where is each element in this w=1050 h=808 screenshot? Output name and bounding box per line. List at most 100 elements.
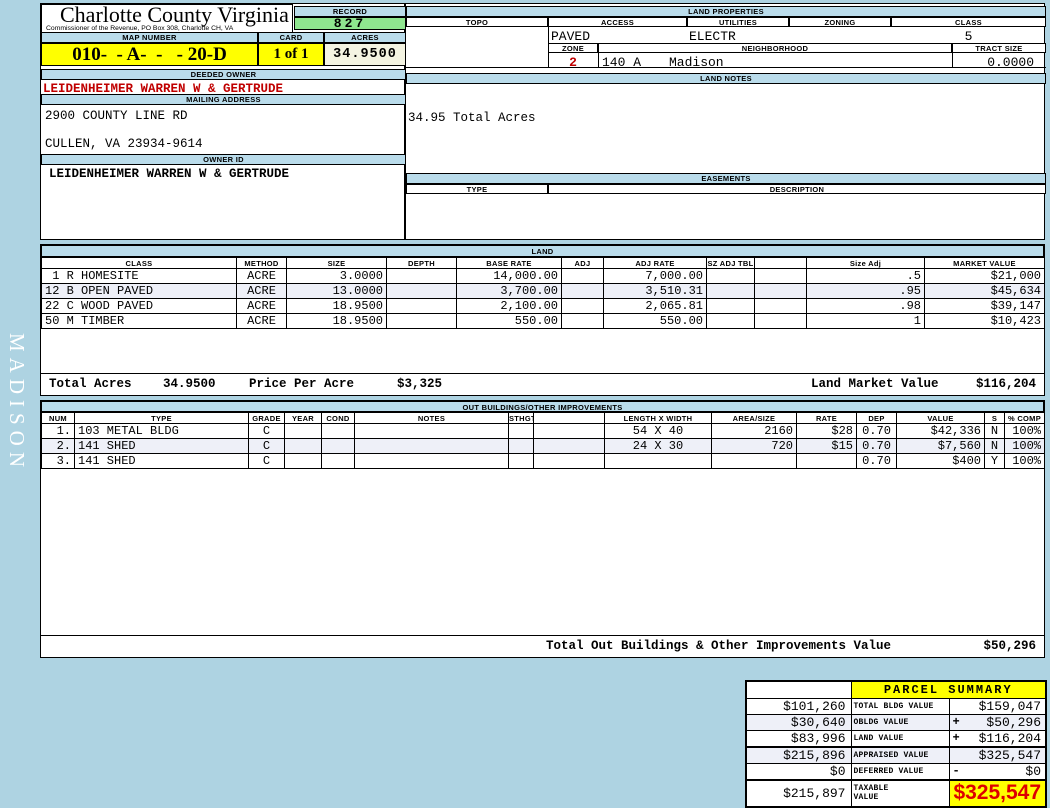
acres-value: 34.9500 [324,43,406,66]
land-cell-base-rate: 2,100.00 [456,298,562,314]
land-cell-sz-adj-tbl [706,268,755,284]
land-col-sz-adj-tbl: SZ ADJ TBL [706,257,755,269]
ob-cell-comp: 100% [1004,423,1045,439]
ob-col-area-size: AREA/SIZE [711,412,797,424]
out-buildings-total-label: Total Out Buildings & Other Improvements… [546,639,892,653]
land-col-adj-rate: ADJ RATE [603,257,707,269]
land-row: 22 C WOOD PAVED ACRE 18.9500 2,100.00 2,… [41,298,1045,314]
ob-cell-cond [321,438,355,454]
land-cell-size-adj: .98 [806,298,925,314]
land-cell-blank [754,283,807,299]
land-cell-blank [754,313,807,329]
ps-left-value: $101,260 [745,697,852,715]
total-acres-value: 34.9500 [163,377,216,391]
owner-id-label: OWNER ID [41,154,406,165]
deeded-owner-value: LEIDENHEIMER WARREN W & GERTRUDE [43,82,284,96]
ob-cell-grade: C [248,438,285,454]
address-line2: CULLEN, VA 23934-9614 [45,137,203,151]
ps-left-value: $215,896 [745,746,852,764]
card-label: CARD [258,32,324,43]
land-cell-class: 12 B OPEN PAVED [41,283,237,299]
neighborhood-label: NEIGHBORHOOD [598,43,952,53]
ob-col-blank [533,412,605,424]
ps-right-value: $159,047 [948,697,1047,715]
easement-description-label: DESCRIPTION [548,184,1046,194]
ob-cell-blank [533,438,605,454]
ob-cell-year [284,453,322,469]
ps-sign: + [952,715,960,729]
land-cell-market-value: $39,147 [924,298,1045,314]
land-cell-size: 18.9500 [286,313,387,329]
ob-cell-value: $42,336 [896,423,985,439]
out-building-row: 3. 141 SHED C 0.70 $400 Y 100% [41,453,1045,469]
parcel-summary-row: $30,640 OBLDG VALUE + $50,296 [745,713,1047,731]
ob-cell-area: 720 [711,438,797,454]
price-per-acre-value: $3,325 [397,377,443,391]
land-cell-depth [386,283,457,299]
land-header-row: CLASS METHOD SIZE DEPTH BASE RATE ADJ AD… [41,257,1045,269]
ob-cell-grade: C [248,423,285,439]
land-col-adj: ADJ [561,257,604,269]
land-col-base-rate: BASE RATE [456,257,562,269]
land-cell-adj-rate: 7,000.00 [603,268,707,284]
land-cell-blank [754,298,807,314]
ob-cell-length-width [604,453,712,469]
parcel-summary-row: $83,996 LAND VALUE + $116,204 [745,729,1047,748]
ob-cell-comp: 100% [1004,438,1045,454]
ob-cell-area: 2160 [711,423,797,439]
out-buildings-section: OUT BUILDINGS/OTHER IMPROVEMENTS NUM TYP… [40,400,1045,658]
land-cell-adj-rate: 3,510.31 [603,283,707,299]
utilities-value: ELECTR [689,29,736,44]
land-cell-depth [386,298,457,314]
ob-cell-num: 1. [41,423,75,439]
land-col-method: METHOD [236,257,287,269]
land-col-blank [754,257,807,269]
ob-cell-s: N [984,438,1005,454]
land-cell-sz-adj-tbl [706,283,755,299]
ps-amount: $0 [1025,763,1042,779]
ob-cell-num: 3. [41,453,75,469]
map-number-value: 010- - A- - - 20-D [41,43,258,66]
land-cell-size: 3.0000 [286,268,387,284]
taxable-value: $325,547 [948,779,1047,807]
ob-cell-sthgt [508,423,534,439]
ob-cell-dep: 0.70 [856,423,897,439]
ob-cell-s: N [984,423,1005,439]
ob-cell-num: 2. [41,438,75,454]
ps-label: APPRAISED VALUE [850,746,950,764]
record-value: 827 [294,17,406,30]
ob-cell-grade: C [248,453,285,469]
land-cell-base-rate: 14,000.00 [456,268,562,284]
land-cell-size-adj: .95 [806,283,925,299]
land-cell-adj [561,283,604,299]
taxable-value-row: $215,897 TAXABLE VALUE $325,547 [745,779,1047,807]
parcel-summary: PARCEL SUMMARY $101,260 TOTAL BLDG VALUE… [745,680,1048,808]
ob-cell-dep: 0.70 [856,453,897,469]
ob-cell-length-width: 54 X 40 [604,423,712,439]
ps-left-value: $83,996 [745,729,852,748]
ps-right-value: - $0 [948,762,1047,781]
land-row: 12 B OPEN PAVED ACRE 13.0000 3,700.00 3,… [41,283,1045,299]
ob-col-sthgt: STHGT [508,412,534,424]
ps-amount: $325,547 [978,747,1042,763]
land-col-size-adj: Size Adj [806,257,925,269]
ps-label: TOTAL BLDG VALUE [850,697,950,715]
ob-cell-type: 103 METAL BLDG [74,423,249,439]
land-cell-sz-adj-tbl [706,298,755,314]
ob-cell-area [711,453,797,469]
zone-divider-left [598,53,599,67]
ps-right-value: + $50,296 [948,713,1047,731]
land-total-bar: Total Acres 34.9500 Price Per Acre $3,32… [41,373,1044,394]
ob-cell-notes [354,423,509,439]
deeded-owner-label: DEEDED OWNER [41,69,406,80]
taxable-left-value: $215,897 [745,779,852,807]
utilities-label: UTILITIES [687,17,789,27]
zone-divider-right [952,53,953,67]
county-title: Charlotte County Virginia [60,2,289,27]
ob-cell-notes [354,453,509,469]
ps-sign: - [952,764,960,778]
land-cell-size: 18.9500 [286,298,387,314]
land-cell-method: ACRE [236,268,287,284]
land-market-value: $116,204 [975,377,1036,391]
ob-col-comp: % COMP [1004,412,1045,424]
